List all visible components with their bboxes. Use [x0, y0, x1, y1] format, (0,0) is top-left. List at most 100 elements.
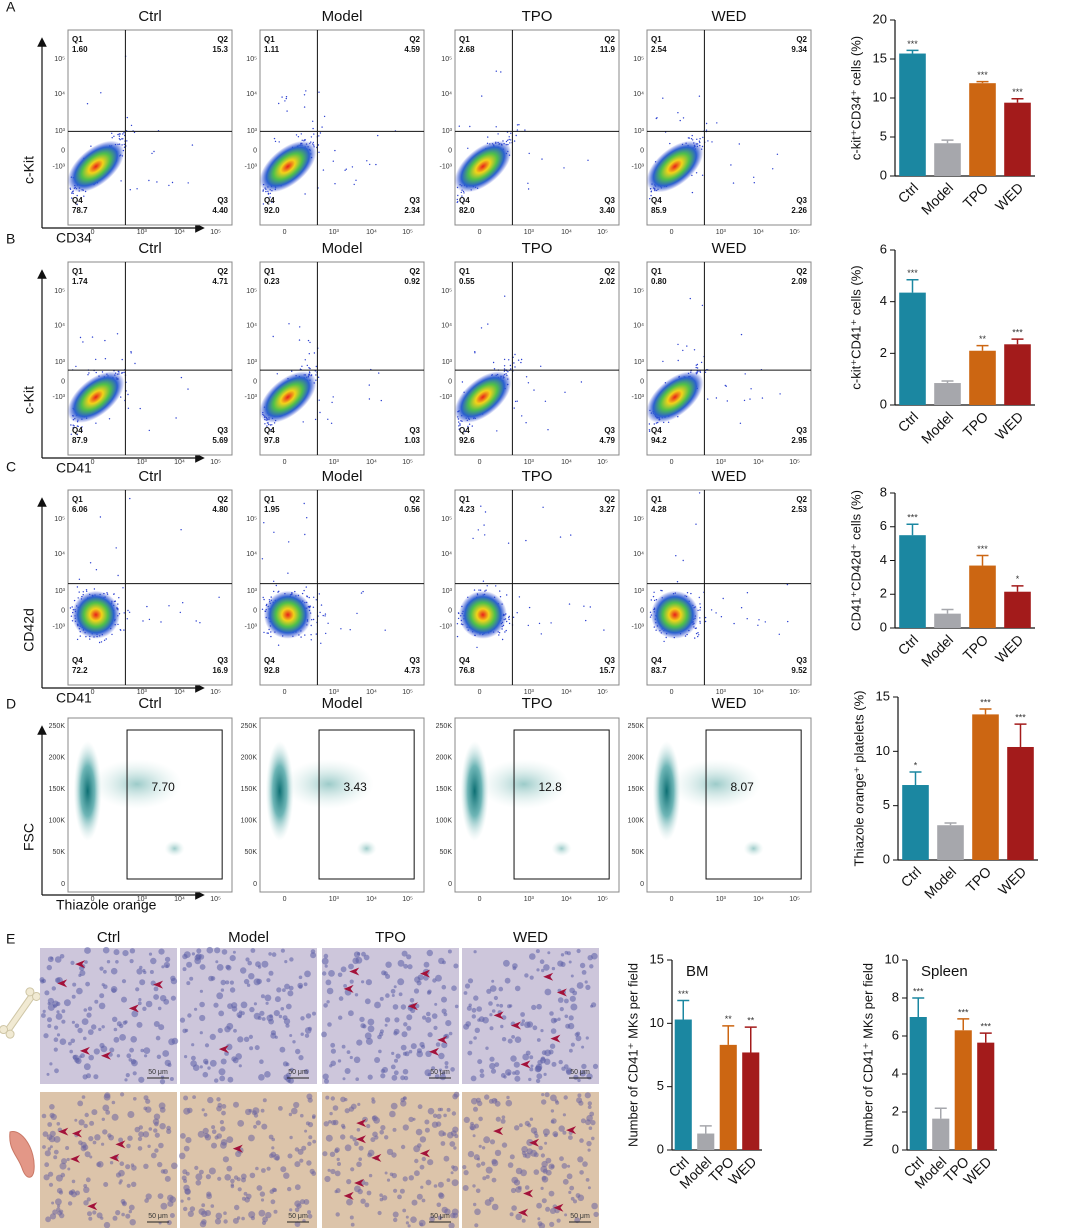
nucleus	[411, 1199, 418, 1206]
nucleus	[564, 1014, 569, 1019]
nucleus	[473, 995, 479, 1001]
event-dot	[480, 505, 482, 507]
nucleus	[150, 1152, 157, 1159]
y-tick-label: -10³	[245, 163, 258, 170]
y-tick-label: -10³	[245, 394, 258, 401]
event-dot	[495, 70, 497, 72]
event-dot	[111, 633, 113, 636]
nucleus	[392, 1004, 399, 1010]
nucleus	[160, 1169, 166, 1174]
event-dot	[122, 133, 124, 135]
y-tick-label: 10⁴	[54, 323, 65, 330]
nucleus	[522, 1053, 530, 1061]
nucleus	[138, 1125, 143, 1130]
event-dot	[273, 137, 276, 140]
event-dot	[199, 622, 201, 624]
nucleus	[520, 1012, 525, 1017]
nucleus	[159, 1123, 166, 1130]
nucleus	[463, 1170, 469, 1176]
event-dot	[180, 376, 183, 379]
scale-bar-label: 50 μm	[430, 1213, 450, 1220]
nucleus	[566, 1173, 573, 1180]
density-light	[551, 840, 572, 857]
significance: **	[979, 334, 987, 344]
quadrant-value: 3.27	[599, 505, 615, 514]
event-dot	[133, 131, 136, 134]
event-dot	[355, 179, 357, 181]
plot-title: Model	[322, 468, 363, 485]
y-tick-label: 250K	[241, 723, 258, 730]
event-dot	[142, 620, 144, 622]
nucleus	[84, 1112, 89, 1118]
plot-title: Model	[322, 240, 363, 257]
nucleus	[324, 1175, 331, 1183]
nucleus	[471, 1097, 478, 1105]
nucleus	[379, 1130, 385, 1135]
event-dot	[481, 95, 483, 97]
nucleus	[119, 1179, 123, 1183]
error-bar	[906, 278, 919, 293]
x-axis-label: CD41	[56, 460, 92, 476]
error-bar	[912, 997, 925, 1017]
nucleus	[266, 978, 271, 983]
nucleus	[399, 1188, 405, 1194]
nucleus	[191, 952, 195, 956]
nucleus	[309, 1168, 315, 1174]
nucleus	[312, 1011, 316, 1016]
event-dot	[504, 631, 506, 633]
event-dot	[287, 572, 289, 574]
nucleus	[219, 1120, 224, 1125]
nucleus	[71, 1179, 76, 1184]
nucleus	[414, 1158, 419, 1164]
y-tick-label: 15	[650, 951, 664, 966]
x-tick-label: 0	[478, 459, 482, 466]
y-tick-label: 8	[892, 989, 899, 1004]
event-dot	[262, 190, 264, 192]
y-tick-label: 0	[61, 148, 65, 155]
nucleus	[150, 957, 157, 965]
quadrant-name: Q3	[604, 426, 615, 435]
nucleus	[550, 1109, 555, 1113]
nucleus	[384, 1171, 388, 1175]
bone-icon	[0, 987, 41, 1039]
event-dot	[274, 140, 277, 143]
nucleus	[216, 1097, 221, 1102]
nucleus	[220, 988, 225, 992]
nucleus	[494, 1149, 502, 1157]
quadrant-name: Q2	[409, 35, 420, 44]
y-tick-label: 0	[61, 379, 65, 386]
nucleus	[84, 947, 91, 954]
quadrant-value: 1.60	[72, 45, 88, 54]
density-light	[743, 840, 764, 857]
nucleus	[56, 1033, 61, 1037]
y-tick-label: 10³	[247, 128, 258, 135]
nucleus	[438, 957, 445, 965]
event-dot	[318, 135, 320, 137]
nucleus	[541, 1093, 545, 1097]
nucleus	[389, 1172, 394, 1177]
x-tick-label: 10³	[137, 229, 148, 236]
nucleus	[451, 1111, 457, 1116]
nucleus	[471, 1007, 477, 1013]
nucleus	[164, 956, 171, 963]
nucleus	[268, 1018, 274, 1025]
nucleus	[42, 1009, 46, 1014]
nucleus	[542, 1128, 550, 1136]
event-dot	[662, 360, 664, 363]
nucleus	[85, 981, 90, 987]
nucleus	[390, 1102, 398, 1110]
nucleus	[271, 1146, 275, 1150]
nucleus	[575, 1193, 581, 1198]
nucleus	[552, 1131, 559, 1137]
nucleus	[137, 1136, 143, 1142]
gate-value: 12.8	[538, 780, 562, 794]
event-dot	[300, 636, 302, 638]
nucleus	[491, 1009, 496, 1013]
nucleus	[84, 960, 88, 964]
nucleus	[544, 988, 552, 996]
plot-title: TPO	[522, 8, 553, 25]
nucleus	[207, 1066, 211, 1070]
nucleus	[112, 1215, 118, 1221]
nucleus	[349, 979, 354, 984]
y-axis-label: c-kit⁺CD41⁺ cells (%)	[848, 265, 863, 389]
